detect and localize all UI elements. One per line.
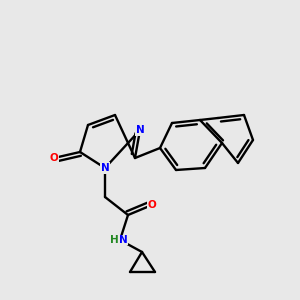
Text: N: N xyxy=(100,163,109,173)
Text: O: O xyxy=(148,200,156,210)
Text: N: N xyxy=(119,235,128,245)
Text: O: O xyxy=(50,153,58,163)
Text: H: H xyxy=(110,235,119,245)
Text: N: N xyxy=(136,125,144,135)
